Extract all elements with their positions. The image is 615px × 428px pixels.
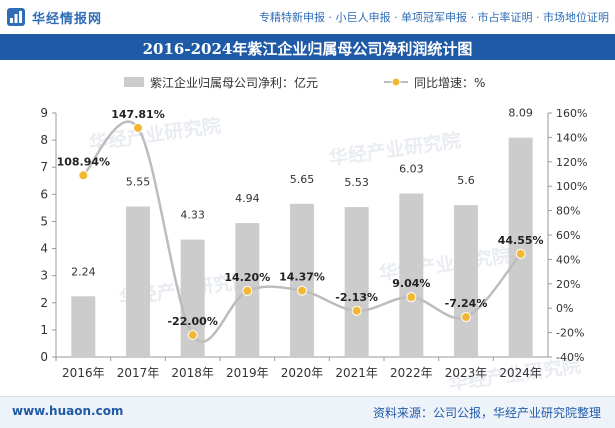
y-right-tick-label: -20% [556,327,584,340]
legend-bar-label: 紫江企业归属母公司净利：亿元 [150,75,318,90]
y-left-tick-label: 6 [40,187,48,201]
growth-rate-label: 44.55% [498,234,544,247]
x-tick-label: 2022年 [390,366,433,380]
bar-value-label: 4.94 [235,192,260,205]
watermark-text: 华经产业研究院 [327,129,462,170]
y-left-tick-label: 9 [40,106,48,120]
y-right-tick-label: 20% [556,278,580,291]
bar [508,137,533,357]
growth-rate-point [78,170,89,181]
y-right-tick-label: 0% [556,302,573,315]
growth-rate-label: -22.00% [167,315,217,328]
y-left-tick-label: 3 [40,269,48,283]
bar-value-label: 4.33 [180,209,205,222]
x-tick-label: 2017年 [117,366,160,380]
legend-bar-swatch [124,77,144,87]
title-bar: 2016-2024年紫江企业归属母公司净利润统计图 [0,34,615,60]
bar [344,207,369,357]
bar-value-label: 5.55 [126,176,151,189]
service-tags[interactable]: 专精特新申报 · 小巨人申报 · 单项冠军申报 · 市占率证明 · 市场地位证明 [259,11,609,24]
growth-rate-label: -2.13% [335,291,378,304]
bar [399,193,424,357]
bar-value-label: 5.53 [344,176,369,189]
brand-logo-icon [7,8,25,26]
site-url[interactable]: www.huaon.com [12,404,124,418]
y-right-tick-label: 40% [556,253,580,266]
bar-value-label: 6.03 [399,163,424,176]
brand-name[interactable]: 华经情报网 [32,12,103,27]
growth-rate-point [515,248,526,259]
bar-value-label: 5.6 [457,174,475,187]
x-tick-label: 2020年 [281,366,324,380]
x-tick-label: 2021年 [335,366,378,380]
growth-rate-label: 9.04% [392,277,430,290]
growth-rate-label: 108.94% [57,155,110,168]
growth-rate-point [297,285,307,296]
legend-line-marker [391,77,401,87]
y-left-tick-label: 1 [40,323,48,337]
y-right-tick-label: 120% [556,156,587,169]
growth-rate-point [351,305,362,316]
bar [290,203,314,357]
growth-rate-line [82,120,522,343]
growth-rate-label: 147.81% [111,108,164,121]
y-left-tick-label: 7 [40,160,48,174]
chart-area: 华经产业研究院华经产业研究院华经产业研究院华经产业研究院华经产业研究院紫江企业归… [40,75,587,395]
y-right-tick-label: 60% [556,229,580,242]
growth-rate-point [406,292,417,303]
y-right-tick-label: 80% [556,205,580,218]
growth-rate-point [133,122,143,133]
x-tick-label: 2024年 [499,366,542,380]
y-right-tick-label: 100% [556,180,587,193]
legend-line-label: 同比增速：% [414,76,485,90]
x-tick-label: 2016年 [62,366,105,380]
growth-rate-label: 14.20% [224,271,270,284]
x-tick-label: 2023年 [445,366,488,380]
x-tick-label: 2018年 [171,366,214,380]
bar-value-label: 2.24 [71,265,96,278]
bar [71,296,96,357]
y-left-tick-label: 5 [40,214,48,228]
y-right-tick-label: 140% [556,131,587,144]
y-left-tick-label: 0 [40,350,48,364]
bar-value-label: 5.65 [290,173,315,186]
growth-rate-point [461,312,471,323]
y-left-tick-label: 4 [40,242,48,256]
footer-bar: www.huaon.com 资料来源：公司公报，华经产业研究院整理 [0,396,615,428]
bar [126,206,150,357]
growth-rate-label: 14.37% [279,271,325,284]
chart-title: 2016-2024年紫江企业归属母公司净利润统计图 [142,40,473,58]
growth-rate-point [187,330,198,341]
y-right-tick-label: 160% [556,107,587,120]
bar-value-label: 8.09 [508,107,533,120]
y-left-tick-label: 8 [40,133,48,147]
bar [454,205,478,357]
y-left-tick-label: 2 [40,296,48,310]
x-tick-label: 2019年 [226,366,269,380]
y-right-tick-label: -40% [556,351,584,364]
data-source: 资料来源：公司公报，华经产业研究院整理 [372,406,601,420]
header-bar: 华经情报网 专精特新申报 · 小巨人申报 · 单项冠军申报 · 市占率证明 · … [0,0,615,35]
growth-rate-label: -7.24% [445,297,488,310]
growth-rate-point [242,285,253,296]
